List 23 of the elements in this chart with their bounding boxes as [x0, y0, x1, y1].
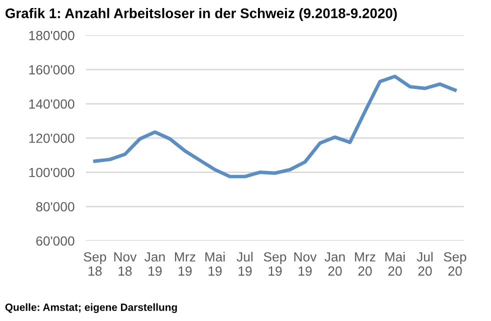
x-tick-label: Jul 19: [236, 252, 253, 276]
y-tick-label: 180'000: [29, 30, 74, 40]
x-tick-label: Mrz 20: [355, 252, 376, 276]
line-series: [93, 74, 457, 178]
x-tick-label: Nov 19: [294, 252, 317, 276]
x-tick-label: Jan 19: [144, 252, 165, 276]
y-tick-label: 100'000: [29, 168, 74, 178]
y-tick-label: 80'000: [36, 202, 74, 212]
x-tick-label: Nov 18: [114, 252, 137, 276]
y-tick-label: 160'000: [29, 65, 74, 74]
x-tick-label: Jan 20: [324, 252, 345, 276]
x-tick-label: Mai 19: [205, 252, 225, 276]
x-tick-label: Jul 20: [416, 252, 433, 276]
y-tick-label: 140'000: [29, 99, 74, 109]
x-tick-label: Sep 18: [84, 252, 106, 276]
y-tick-label: 120'000: [29, 134, 74, 143]
x-tick-label: Sep 19: [264, 252, 286, 276]
source-note: Quelle: Amstat; eigene Darstellung: [5, 303, 177, 314]
x-tick-label: Mai 20: [385, 252, 405, 276]
x-tick-label: Mrz 19: [175, 252, 196, 276]
x-tick-label: Sep 20: [444, 252, 466, 276]
y-tick-label: 60'000: [36, 236, 74, 246]
chart-title: Grafik 1: Anzahl Arbeitsloser in der Schweiz (9.2018-9.2020): [5, 8, 397, 21]
